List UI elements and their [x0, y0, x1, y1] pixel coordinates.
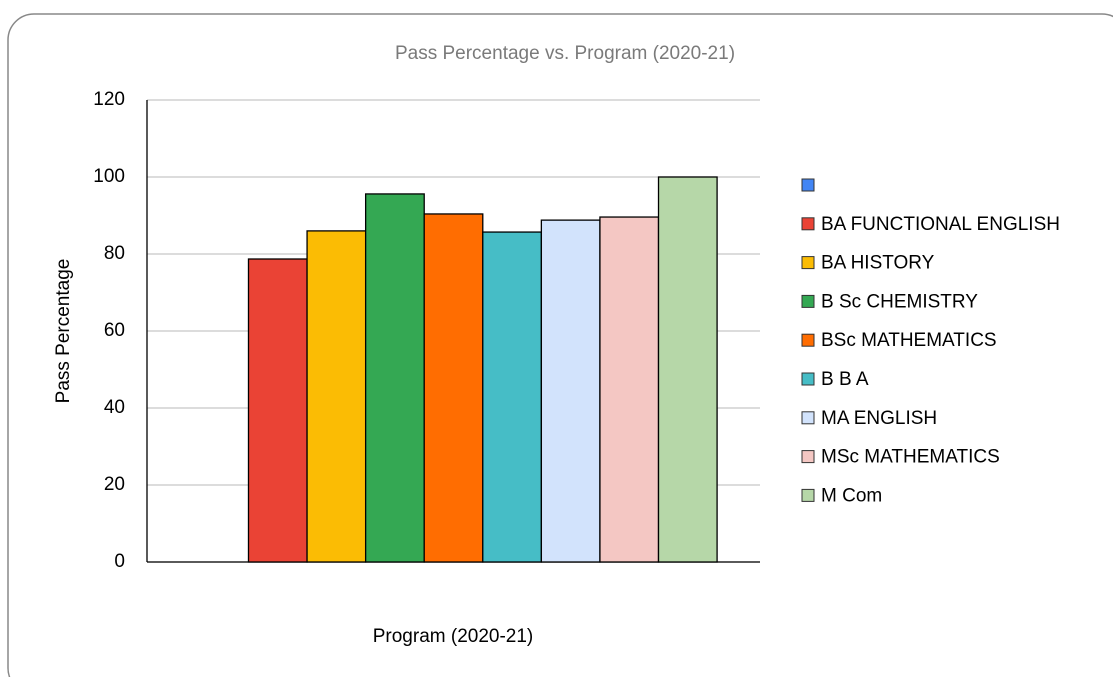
legend-label: BA HISTORY	[821, 253, 935, 274]
bar	[247, 258, 308, 563]
bar	[306, 230, 367, 563]
legend-swatch	[801, 217, 815, 231]
legend-swatch	[801, 294, 815, 308]
legend-swatch	[801, 450, 815, 464]
legend-swatch	[801, 488, 815, 502]
y-tick-label: 60	[104, 320, 125, 341]
bar	[540, 219, 601, 563]
legend-label: BSc MATHEMATICS	[821, 330, 997, 351]
y-tick-label: 120	[93, 89, 125, 110]
bar	[364, 193, 425, 563]
y-tick-label: 40	[104, 397, 125, 418]
legend-label: B Sc CHEMISTRY	[821, 291, 978, 312]
legend-label: MA ENGLISH	[821, 408, 937, 429]
bar	[599, 216, 660, 563]
bar	[657, 176, 718, 563]
legend-label: MSc MATHEMATICS	[821, 447, 1000, 468]
legend-swatch	[801, 411, 815, 425]
legend-label: B B A	[821, 369, 869, 390]
legend-label: BA FUNCTIONAL ENGLISH	[821, 214, 1060, 235]
legend-swatch	[801, 333, 815, 347]
bar	[423, 213, 484, 563]
legend-label: M Com	[821, 485, 882, 506]
bar	[482, 231, 543, 563]
legend-swatch	[801, 372, 815, 386]
y-tick-label: 80	[104, 243, 125, 264]
legend-swatch	[801, 256, 815, 270]
y-tick-label: 20	[104, 474, 125, 495]
y-tick-label: 100	[93, 166, 125, 187]
y-axis-label: Pass Percentage	[53, 259, 74, 404]
y-tick-label: 0	[114, 551, 125, 572]
x-axis-label: Program (2020-21)	[373, 626, 534, 647]
legend-swatch	[801, 178, 815, 192]
chart-title: Pass Percentage vs. Program (2020-21)	[395, 43, 735, 64]
